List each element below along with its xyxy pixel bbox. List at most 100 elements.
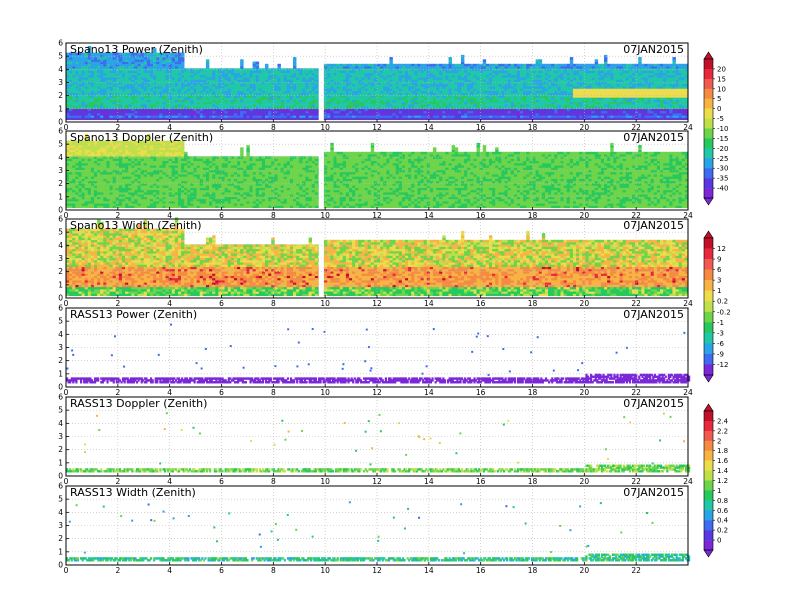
cell xyxy=(395,108,400,112)
cell xyxy=(392,90,396,94)
cell xyxy=(330,108,334,112)
cell xyxy=(370,77,375,80)
cell xyxy=(283,97,288,100)
cell xyxy=(367,77,372,80)
cell xyxy=(240,110,244,114)
cell xyxy=(286,108,291,112)
cell xyxy=(470,95,474,98)
cell xyxy=(377,110,381,114)
cell xyxy=(529,117,533,121)
cell xyxy=(411,79,415,83)
cell xyxy=(597,110,602,114)
cell xyxy=(417,117,421,121)
cell xyxy=(302,101,306,105)
cell xyxy=(305,68,309,71)
cell xyxy=(265,113,269,116)
cell xyxy=(143,92,148,96)
cell xyxy=(492,70,496,74)
cell xyxy=(283,90,288,94)
cell xyxy=(367,110,372,114)
cell xyxy=(666,108,670,112)
cell xyxy=(212,115,216,118)
cell xyxy=(109,61,113,65)
cell xyxy=(544,90,549,94)
cell xyxy=(429,106,434,109)
cell xyxy=(90,104,95,107)
cell xyxy=(190,92,194,96)
cell xyxy=(205,101,210,105)
cell xyxy=(196,104,201,107)
cell xyxy=(81,61,85,65)
cell xyxy=(352,106,356,109)
cell xyxy=(296,95,300,98)
cell xyxy=(417,79,421,83)
cell xyxy=(579,83,583,87)
cell xyxy=(638,79,642,83)
cell xyxy=(255,66,260,69)
cell xyxy=(333,110,337,114)
cell xyxy=(442,95,446,98)
cell xyxy=(128,52,132,56)
cell xyxy=(389,70,393,74)
cell xyxy=(345,115,350,118)
cell xyxy=(600,83,605,87)
cell xyxy=(255,83,260,87)
cell xyxy=(554,115,558,118)
cell xyxy=(535,97,540,100)
cell xyxy=(171,81,176,85)
cell xyxy=(401,75,406,78)
cell xyxy=(131,99,135,103)
cell xyxy=(644,113,648,116)
cell xyxy=(230,106,235,109)
cell xyxy=(600,92,605,96)
cell xyxy=(520,117,524,121)
cell xyxy=(638,99,642,103)
cell xyxy=(644,99,648,103)
cell xyxy=(432,70,437,74)
cell xyxy=(395,92,400,96)
cell xyxy=(554,95,558,98)
cell xyxy=(218,95,222,98)
cell xyxy=(604,57,608,60)
cell xyxy=(246,86,250,89)
cell xyxy=(619,86,623,89)
cell xyxy=(252,75,257,78)
cell xyxy=(314,72,319,76)
cell xyxy=(632,115,636,118)
cell xyxy=(436,83,440,87)
cell xyxy=(199,88,204,91)
cell xyxy=(327,115,331,118)
cell xyxy=(436,92,440,96)
cell xyxy=(193,83,197,87)
cell xyxy=(202,92,207,96)
cell xyxy=(333,104,337,107)
cell xyxy=(258,81,263,85)
cell xyxy=(389,81,393,85)
cell xyxy=(199,99,204,103)
cell xyxy=(289,86,294,89)
cell xyxy=(377,75,381,78)
cell xyxy=(153,99,157,103)
cell xyxy=(202,113,207,116)
cell xyxy=(296,86,300,89)
cell xyxy=(510,95,515,98)
cell xyxy=(572,72,577,76)
cell xyxy=(143,99,148,103)
cell xyxy=(342,83,347,87)
cell xyxy=(582,99,586,103)
cell xyxy=(548,110,552,114)
cell xyxy=(429,115,434,118)
cell xyxy=(380,90,384,94)
cell xyxy=(563,117,568,121)
cell xyxy=(358,63,362,67)
cell xyxy=(401,72,406,76)
cell xyxy=(600,90,605,94)
cell xyxy=(516,106,521,109)
cell xyxy=(541,88,546,91)
cell xyxy=(523,66,527,69)
cell xyxy=(504,115,508,118)
cell xyxy=(171,106,176,109)
cell xyxy=(563,63,568,67)
cell xyxy=(153,110,157,114)
cell xyxy=(87,54,92,58)
